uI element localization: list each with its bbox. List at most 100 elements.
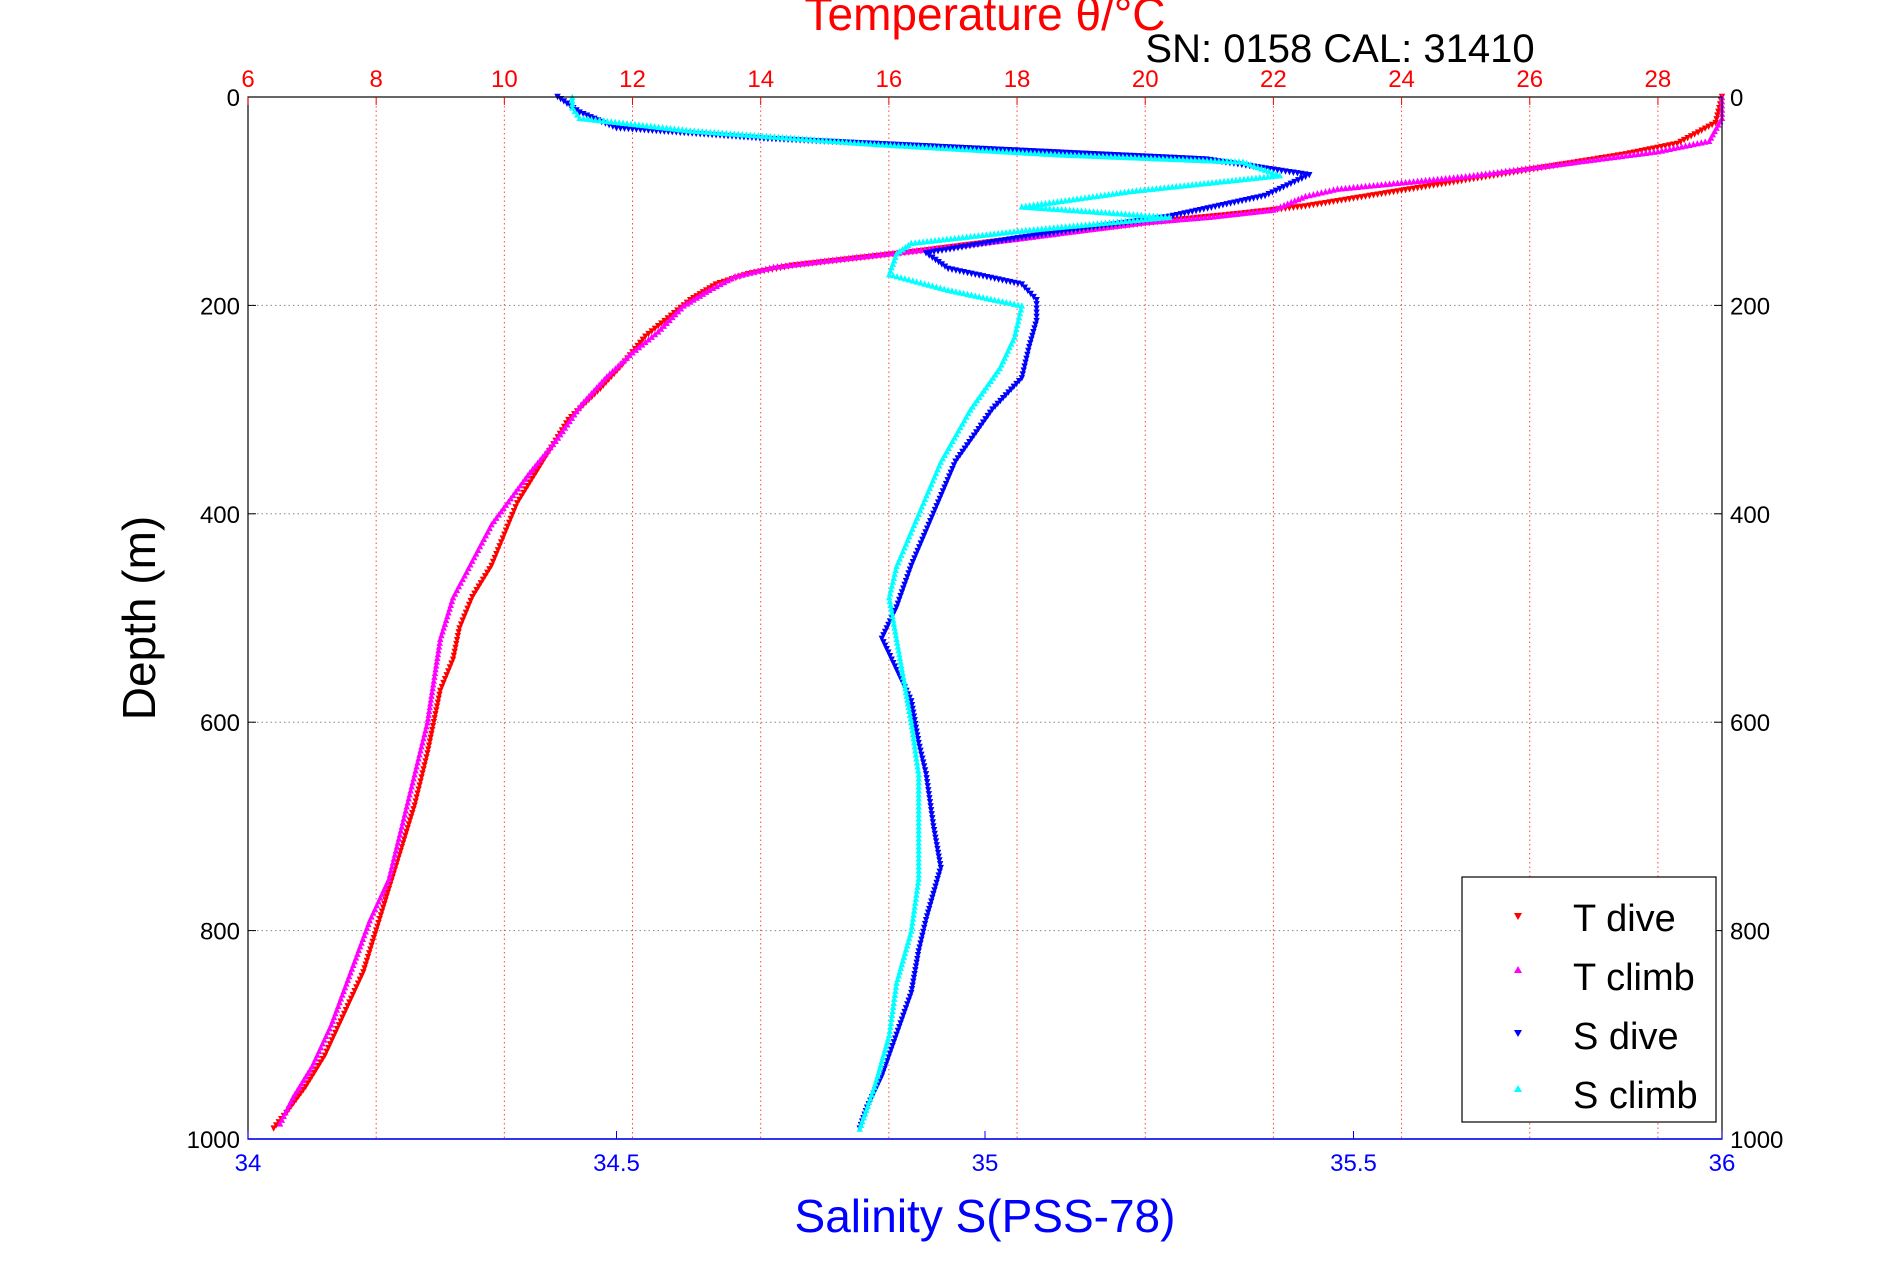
data-point-t-climb: [612, 365, 619, 372]
data-point-t-climb: [1566, 159, 1573, 166]
data-point-s-climb: [896, 968, 903, 975]
data-point-t-climb: [400, 815, 407, 822]
data-point-t-dive: [402, 832, 409, 840]
data-point-t-climb: [1458, 173, 1465, 180]
data-point-s-climb: [1118, 218, 1125, 225]
data-point-t-dive: [371, 931, 379, 938]
data-point-s-climb: [887, 601, 894, 608]
data-point-s-dive: [892, 1035, 899, 1042]
data-point-t-climb: [395, 835, 403, 842]
data-point-t-dive: [499, 535, 506, 542]
data-point-t-climb: [1522, 165, 1529, 172]
data-point-s-dive: [1025, 347, 1032, 355]
data-point-s-climb: [921, 280, 928, 287]
data-point-s-dive: [881, 628, 889, 636]
data-point-s-dive: [894, 600, 902, 607]
data-point-s-climb: [998, 229, 1006, 236]
data-point-t-climb: [1198, 214, 1205, 221]
data-point-t-climb: [406, 791, 413, 798]
data-point-t-climb: [1386, 180, 1393, 187]
data-point-t-dive: [651, 325, 659, 333]
data-point-t-climb: [1254, 208, 1261, 215]
data-point-s-climb: [1030, 204, 1038, 211]
data-point-t-climb: [1230, 210, 1237, 218]
data-point-t-dive: [443, 672, 450, 679]
data-point-t-dive: [340, 1010, 348, 1018]
data-point-s-climb: [608, 118, 615, 125]
data-point-s-climb: [755, 132, 762, 139]
data-point-s-dive: [936, 495, 943, 503]
data-point-t-climb: [666, 316, 673, 324]
data-point-t-climb: [419, 739, 426, 746]
data-point-t-dive: [488, 562, 495, 570]
legend-item-t-climb: T climb: [1514, 957, 1695, 999]
data-point-t-climb: [699, 290, 707, 297]
salinity-tick-label: 36: [1709, 1150, 1736, 1177]
data-point-s-climb: [1022, 203, 1030, 210]
data-point-t-dive: [409, 809, 416, 817]
data-point-s-dive: [927, 807, 935, 814]
data-point-t-dive: [412, 798, 419, 805]
data-point-t-dive: [1677, 138, 1684, 146]
data-point-s-dive: [880, 639, 887, 646]
data-point-t-climb: [428, 688, 436, 696]
data-point-s-dive: [918, 936, 925, 943]
data-point-s-climb: [915, 815, 922, 822]
data-point-s-dive: [954, 455, 962, 462]
data-point-s-climb: [1243, 159, 1250, 167]
data-point-s-climb: [1102, 219, 1109, 226]
data-point-s-climb: [955, 234, 962, 241]
data-point-s-climb: [1276, 171, 1283, 179]
data-point-s-climb: [955, 145, 962, 152]
data-point-s-climb: [671, 125, 678, 132]
data-point-s-dive: [914, 547, 921, 555]
data-point-s-dive: [935, 853, 942, 860]
data-point-s-dive: [934, 876, 941, 883]
data-point-t-climb: [821, 257, 828, 264]
data-point-s-dive: [926, 795, 933, 802]
data-point-s-dive: [970, 432, 978, 439]
data-point-s-climb: [925, 281, 932, 288]
data-point-t-dive: [504, 523, 511, 531]
data-point-s-dive: [934, 849, 942, 857]
data-point-t-climb: [1234, 210, 1241, 217]
data-point-t-dive: [406, 817, 414, 824]
data-point-t-climb: [1318, 189, 1325, 196]
data-point-t-climb: [1426, 176, 1433, 183]
data-point-t-dive: [493, 550, 500, 558]
data-point-t-climb: [849, 254, 857, 261]
data-point-t-climb: [885, 250, 893, 257]
data-point-s-climb: [971, 232, 978, 239]
data-point-t-dive: [321, 1052, 329, 1059]
data-point-s-dive: [886, 618, 894, 625]
data-point-t-climb: [1194, 214, 1201, 222]
temperature-tick-label: 18: [1004, 66, 1031, 93]
data-point-t-climb: [1705, 137, 1713, 144]
temperature-tick-label: 14: [747, 66, 774, 93]
data-point-s-climb: [892, 628, 899, 635]
data-point-s-climb: [902, 688, 910, 696]
data-point-s-climb: [847, 138, 854, 146]
data-point-t-dive: [430, 719, 438, 726]
data-point-s-climb: [879, 1053, 887, 1061]
data-point-t-climb: [833, 256, 840, 263]
data-point-s-climb: [913, 278, 920, 285]
data-point-t-climb: [1622, 152, 1630, 159]
data-point-s-climb: [699, 128, 706, 135]
data-point-s-climb: [1162, 213, 1169, 221]
data-point-s-dive: [1033, 313, 1040, 321]
data-point-t-climb: [1450, 174, 1457, 181]
data-point-t-climb: [913, 246, 921, 254]
data-point-s-dive: [883, 646, 890, 653]
data-point-t-climb: [391, 851, 399, 858]
data-point-t-climb: [1174, 216, 1181, 223]
data-point-t-climb: [398, 823, 406, 830]
data-point-s-climb: [904, 696, 911, 703]
data-point-s-dive: [905, 570, 912, 577]
data-point-s-climb: [1038, 204, 1045, 212]
data-point-t-climb: [531, 462, 539, 470]
data-point-t-climb: [1287, 198, 1295, 206]
data-point-t-dive: [1712, 119, 1719, 127]
data-point-s-climb: [703, 128, 710, 135]
data-point-s-dive: [1020, 367, 1027, 374]
